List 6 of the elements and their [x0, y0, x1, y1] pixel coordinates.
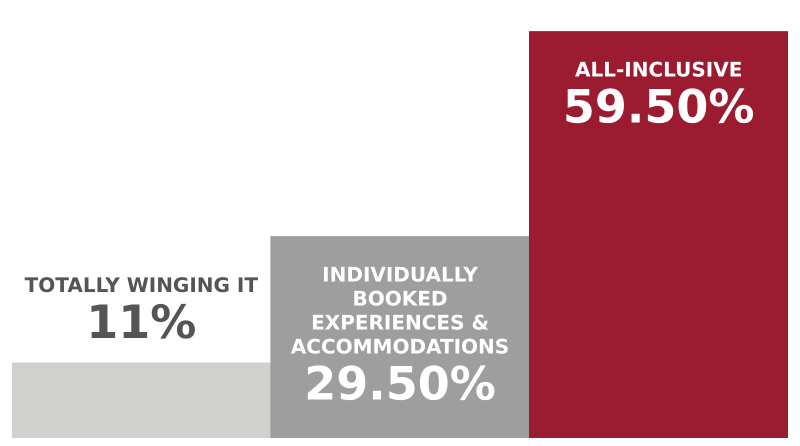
data-label: 29.50%	[304, 356, 496, 410]
data-label: 59.50%	[562, 79, 754, 134]
x-tick-label: INDIVIDUALLY BOOKED EXPERIENCES & ACCOMMODATIONS	[290, 262, 510, 359]
x-tick-label: ALL-INCLUSIVE	[574, 58, 742, 82]
data-label: 11%	[86, 294, 196, 349]
x-tick-label: TOTALLY WINGING IT	[24, 273, 258, 298]
